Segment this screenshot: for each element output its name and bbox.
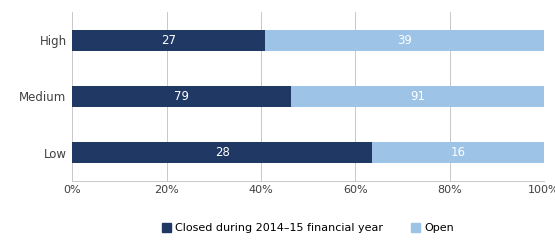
Text: 27: 27 <box>161 34 176 47</box>
Text: 28: 28 <box>215 146 230 159</box>
Text: 91: 91 <box>410 90 425 103</box>
Text: 79: 79 <box>174 90 189 103</box>
Bar <box>372 142 544 163</box>
Text: 39: 39 <box>397 34 412 47</box>
Legend: Closed during 2014–15 financial year, Open: Closed during 2014–15 financial year, Op… <box>162 223 454 233</box>
Bar <box>265 30 544 51</box>
Bar <box>72 30 265 51</box>
Text: 16: 16 <box>451 146 466 159</box>
Bar <box>291 86 544 107</box>
Bar <box>72 142 372 163</box>
Bar <box>72 86 291 107</box>
